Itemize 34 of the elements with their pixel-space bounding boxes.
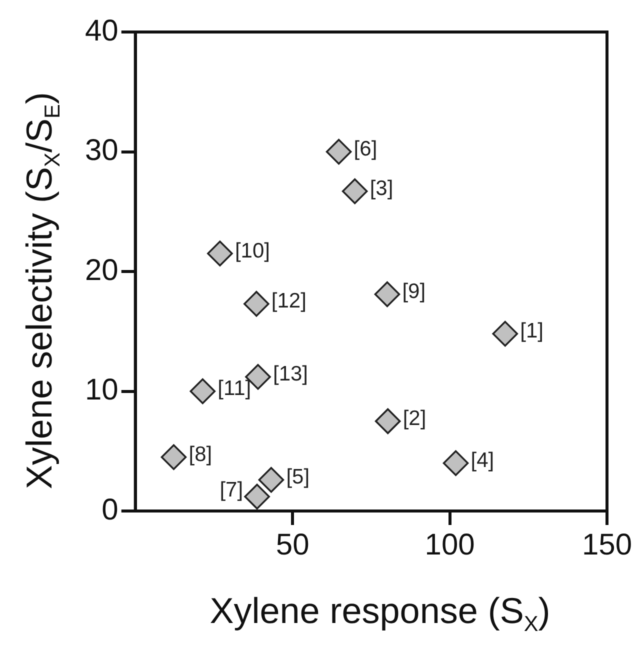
annotation: [2]	[402, 406, 426, 430]
annotation: [6]	[354, 138, 378, 161]
point	[492, 320, 518, 347]
annotation: [13]	[272, 362, 308, 386]
annotation: [11]	[218, 377, 252, 400]
annotation: [9]	[402, 280, 426, 304]
y-tick-label: 20	[84, 254, 118, 287]
point	[442, 450, 469, 476]
y-tick-label: 0	[102, 493, 118, 526]
point	[244, 290, 270, 317]
x-axis-title: Xylene response (S$_{X}$)	[208, 590, 552, 638]
x-tick-label: 150	[582, 528, 632, 562]
point	[244, 484, 270, 510]
annotation: [1]	[520, 320, 544, 343]
annotation: [10]	[234, 239, 270, 262]
point	[207, 240, 233, 266]
point	[190, 378, 216, 404]
annotation: [4]	[470, 448, 494, 472]
point	[374, 281, 400, 308]
annotation: [3]	[370, 177, 394, 200]
annotation: [7]	[220, 478, 244, 502]
x-tick-label: 50	[276, 528, 310, 562]
annotation: [12]	[271, 290, 306, 313]
annotation: [8]	[188, 442, 212, 466]
point	[258, 466, 284, 493]
annotation: [5]	[286, 466, 310, 489]
point	[326, 138, 352, 165]
x-tick-label: 100	[424, 528, 475, 562]
y-tick-label: 10	[84, 374, 118, 407]
point	[342, 178, 368, 204]
point	[160, 444, 187, 470]
y-tick-label: 40	[84, 14, 118, 48]
y-tick-label: 30	[84, 134, 118, 168]
point	[374, 408, 401, 434]
